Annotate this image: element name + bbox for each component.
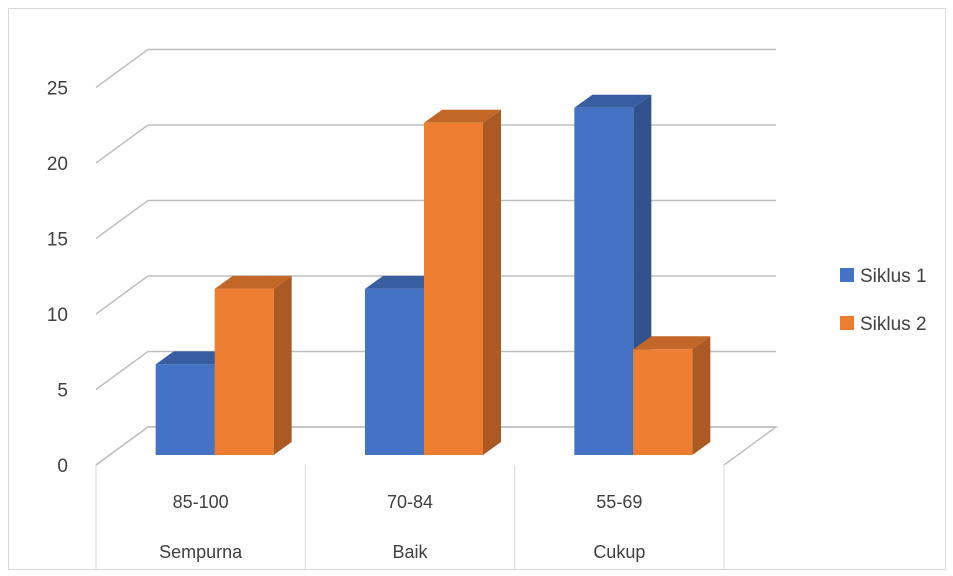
bar-siklus-2-cukup [633, 336, 711, 455]
bar-front [365, 288, 424, 455]
category-range-label: 70-84 [387, 492, 433, 512]
bar-top [633, 336, 711, 350]
legend-swatch [840, 268, 854, 282]
bar-front [155, 364, 215, 455]
legend: Siklus 1 Siklus 2 [840, 266, 927, 335]
gridline [95, 48, 776, 89]
gridline [95, 199, 776, 240]
y-tick-label: 5 [57, 381, 68, 402]
y-tick-label: 0 [57, 456, 68, 477]
y-tick-label: 25 [47, 79, 68, 100]
category-name-label: Baik [392, 542, 428, 562]
category-name-label: Sempurna [159, 542, 243, 562]
gridline [95, 124, 776, 164]
bar-side [692, 336, 711, 455]
bar-top [574, 94, 652, 108]
bars [155, 94, 711, 456]
y-tick-label: 15 [47, 230, 68, 251]
y-tick-label: 10 [47, 305, 68, 326]
gridlines [95, 48, 779, 466]
bar-top [214, 275, 292, 289]
bar-top [155, 351, 233, 365]
bar-siklus-2-baik [424, 109, 501, 456]
y-axis: 0 5 10 15 20 25 [47, 79, 68, 478]
legend-label: Siklus 2 [860, 314, 927, 335]
gridline [95, 275, 776, 315]
bar-top [424, 109, 501, 123]
legend-swatch [840, 316, 854, 330]
bar-top [365, 275, 442, 289]
gridline [95, 350, 776, 391]
bar-side [483, 109, 501, 456]
bar-front [424, 122, 483, 456]
bar-front [633, 349, 693, 455]
bar-siklus-2-sempurna [214, 275, 292, 455]
bar-front [214, 288, 274, 455]
legend-label: Siklus 1 [860, 266, 927, 287]
category-range-label: 55-69 [596, 492, 642, 512]
bar-side [273, 275, 292, 455]
gridline [95, 426, 776, 466]
x-axis: 85-100 Sempurna 70-84 Baik 55-69 Cukup [95, 465, 725, 570]
category-range-label: 85-100 [173, 492, 229, 512]
bar-front [574, 107, 634, 455]
category-name-label: Cukup [593, 542, 645, 562]
y-tick-label: 20 [47, 154, 68, 175]
